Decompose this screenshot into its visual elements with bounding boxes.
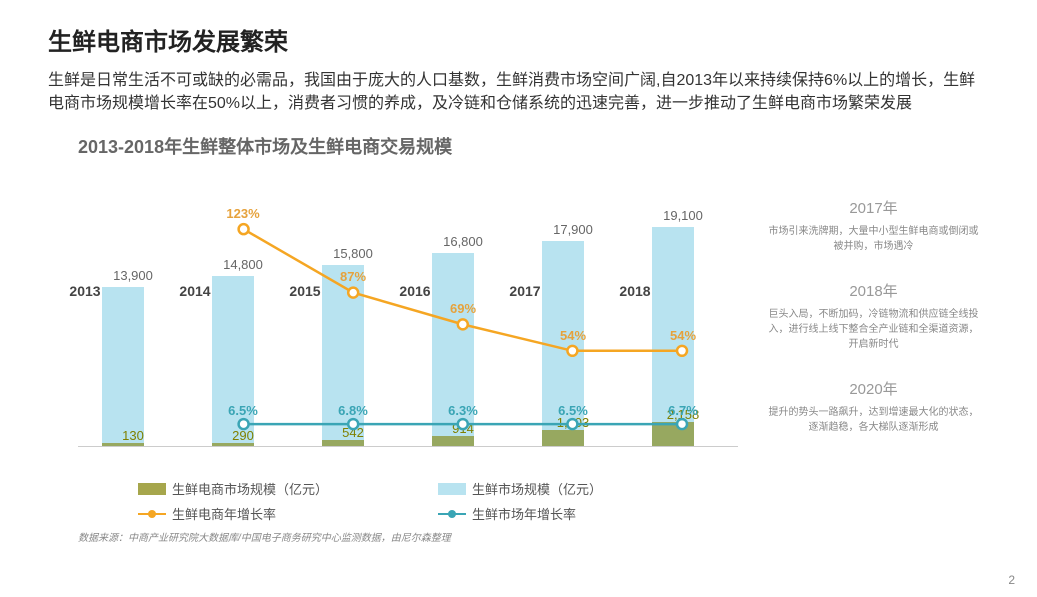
chart-zone: 13,90013014,800290123%6.5%15,80054287%6.…	[48, 167, 738, 544]
page-number: 2	[1008, 573, 1015, 587]
data-source: 数据来源：中商产业研究院大数据库/中国电子商务研究中心监测数据，由尼尔森整理	[78, 529, 738, 544]
legend-a: 生鲜电商市场规模（亿元）	[172, 479, 328, 498]
note-text: 提升的势头一路飙升，达到增速最大化的状态，逐渐趋稳，各大梯队逐渐形成	[758, 405, 989, 435]
chart-column: 19,1002,15854%6.7%	[628, 216, 738, 446]
note-text: 巨头入局，不断加码，冷链物流和供应链全线投入，进行线上线下整合全产业链和全渠道资…	[758, 307, 989, 352]
note-year: 2018年	[758, 280, 989, 301]
x-axis-label: 2016	[360, 283, 470, 299]
note-year: 2020年	[758, 378, 989, 399]
page-subtitle: 生鲜是日常生活不可或缺的必需品，我国由于庞大的人口基数，生鲜消费市场空间广阔,自…	[48, 69, 989, 115]
chart-column: 14,800290123%6.5%	[188, 216, 298, 446]
note-text: 市场引来洗牌期，大量中小型生鲜电商或倒闭或被并购，市场遇冷	[758, 224, 989, 254]
chart-column: 16,80091469%6.3%	[408, 216, 518, 446]
x-axis-label: 2017	[470, 283, 580, 299]
x-axis-label: 2018	[580, 283, 690, 299]
chart-legend: 生鲜电商市场规模（亿元） 生鲜市场规模（亿元） 生鲜电商年增长率 生鲜市场年增长…	[138, 479, 738, 523]
x-axis-label: 2013	[30, 283, 140, 299]
chart-column: 13,900130	[78, 216, 188, 446]
note-year: 2017年	[758, 197, 989, 218]
side-notes: 2017年市场引来洗牌期，大量中小型生鲜电商或倒闭或被并购，市场遇冷 2018年巨…	[738, 167, 989, 544]
legend-c: 生鲜电商年增长率	[172, 504, 276, 523]
x-axis-label: 2014	[140, 283, 250, 299]
page-title: 生鲜电商市场发展繁荣	[48, 22, 989, 57]
x-axis-label: 2015	[250, 283, 360, 299]
chart-title: 2013-2018年生鲜整体市场及生鲜电商交易规模	[78, 133, 989, 159]
legend-b: 生鲜市场规模（亿元）	[472, 479, 602, 498]
chart-column: 15,80054287%6.8%	[298, 216, 408, 446]
chart-column: 17,9001,40354%6.5%	[518, 216, 628, 446]
legend-d: 生鲜市场年增长率	[472, 504, 576, 523]
